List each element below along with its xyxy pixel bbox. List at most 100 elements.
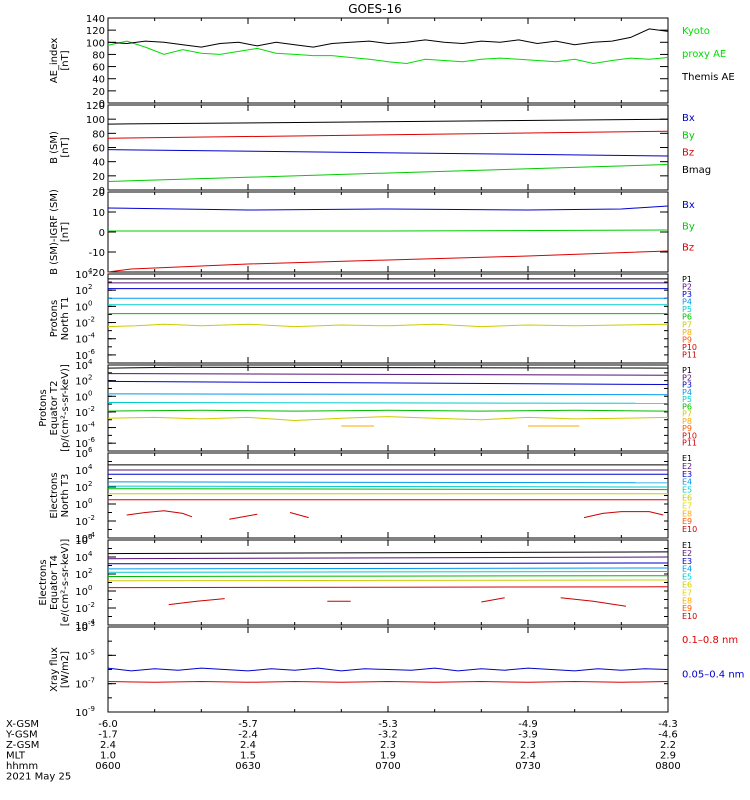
legend-item: proxy AE: [682, 49, 726, 60]
legend-item: Bx: [682, 200, 695, 211]
series-line-Themis-AE: [107, 28, 669, 48]
footer-value: 1.0: [100, 751, 116, 762]
y-tick-label: 10: [75, 466, 88, 477]
series-line-E4: [107, 481, 669, 484]
legend-item: P9: [682, 335, 692, 344]
y-tick-label: 0: [99, 186, 105, 197]
series-line-E6: [107, 488, 669, 491]
y-tick-exponent: 6: [88, 446, 93, 454]
legend-item: P11: [682, 439, 697, 448]
y-tick-label: -10: [89, 248, 105, 259]
y-tick-exponent: 4: [88, 550, 93, 558]
y-tick-exponent: 4: [88, 463, 93, 471]
legend-item: 0.05–0.4 nm: [682, 670, 744, 681]
y-tick-exponent: 4: [88, 267, 93, 275]
y-tick-exponent: -6: [88, 348, 96, 356]
y-axis-label: Electrons: [38, 559, 49, 605]
footer-row-label: Y-GSM: [5, 730, 38, 741]
legend-item: E4: [682, 478, 692, 487]
y-tick-label: 10: [75, 319, 88, 330]
legend-item: Bx: [682, 113, 695, 124]
legend-item: By: [682, 130, 695, 141]
footer-value: 0800: [655, 761, 680, 772]
legend-item: Bmag: [682, 165, 711, 176]
series-line-P7: [107, 416, 669, 422]
y-axis-label: [nT]: [60, 50, 71, 70]
y-axis-label: [e/(cm²-s-sr-keV)]: [60, 539, 71, 627]
footer-value: -3.2: [378, 730, 398, 741]
footer-value: -5.3: [378, 719, 398, 730]
series-line-E4: [107, 567, 669, 570]
footer-value: 2.4: [100, 740, 116, 751]
panel-8: [107, 626, 669, 713]
legend-item: P6: [682, 402, 692, 411]
series-line-E5: [107, 571, 669, 573]
series-line-P5: [107, 402, 669, 404]
y-tick-label: 10: [75, 286, 88, 297]
legend-item: E1: [682, 454, 692, 463]
y-tick-label: 120: [86, 101, 105, 112]
y-axis-label: Protons: [38, 389, 49, 426]
series-line-Bmag: [107, 118, 669, 125]
footer-value: 2.9: [660, 751, 676, 762]
y-tick-label: 100: [86, 115, 105, 126]
legend-item: E5: [682, 486, 692, 495]
y-axis-label: Equator T2: [49, 381, 60, 436]
footer-value: 0730: [515, 761, 540, 772]
y-tick-exponent: -2: [88, 405, 95, 413]
legend-item: E2: [682, 462, 692, 471]
series-line-Kyoto-proxy-AE: [107, 40, 669, 65]
legend-item: By: [682, 221, 695, 232]
y-tick-label: 10: [75, 500, 88, 511]
y-tick-label: 60: [92, 144, 105, 155]
y-tick-exponent: -4: [88, 332, 96, 340]
legend-item: E9: [682, 517, 692, 526]
y-tick-label: 10: [92, 208, 105, 219]
legend-item: P6: [682, 313, 692, 322]
legend-item: E2: [682, 549, 692, 558]
y-tick-exponent: -3: [88, 620, 95, 628]
y-tick-label: 10: [75, 335, 88, 346]
footer-value: 2.4: [520, 751, 536, 762]
legend-item: E9: [682, 604, 692, 613]
y-axis-label: Protons: [49, 300, 60, 337]
y-tick-exponent: -5: [88, 648, 95, 656]
y-tick-label: 10: [75, 377, 88, 388]
series-line-E3: [107, 562, 669, 565]
series-line-P4: [107, 393, 669, 396]
legend-item: Themis AE: [681, 72, 735, 83]
legend-item: P1: [682, 366, 692, 375]
series-line-By: [107, 130, 669, 139]
panel-frame: [107, 104, 669, 191]
y-tick-exponent: 2: [88, 480, 92, 488]
y-axis-label: Xray flux: [49, 647, 60, 692]
legend-item: Bz: [682, 243, 694, 254]
legend-item: E7: [682, 501, 692, 510]
series-line-E9c: [289, 512, 309, 519]
legend-item: E8: [682, 596, 692, 605]
y-tick-exponent: -4: [88, 421, 96, 429]
legend-item: P3: [682, 290, 692, 299]
y-tick-exponent: -2: [88, 514, 95, 522]
y-tick-label: 10: [75, 536, 88, 547]
footer-row-label: MLT: [6, 751, 26, 762]
legend-item: Bz: [682, 148, 694, 159]
y-tick-label: 40: [92, 158, 105, 169]
y-axis-label: Electrons: [49, 472, 60, 518]
legend-item: E10: [682, 612, 697, 621]
y-tick-exponent: -2: [88, 601, 95, 609]
footer-value: 2.3: [380, 740, 396, 751]
footer-value: -4.6: [658, 730, 678, 741]
legend-item: E8: [682, 509, 692, 518]
legend-item: E1: [682, 541, 692, 550]
series-line-E9c: [481, 597, 505, 603]
chart-title: GOES-16: [348, 2, 402, 16]
legend-item: P4: [682, 298, 692, 307]
y-tick-label: 20: [92, 172, 105, 183]
panel-1: [107, 17, 669, 104]
y-tick-label: 10: [75, 651, 88, 662]
y-tick-label: 0: [99, 99, 105, 110]
panel-frame: [107, 452, 669, 539]
y-tick-exponent: -4: [88, 531, 96, 539]
y-tick-exponent: -7: [88, 677, 95, 685]
